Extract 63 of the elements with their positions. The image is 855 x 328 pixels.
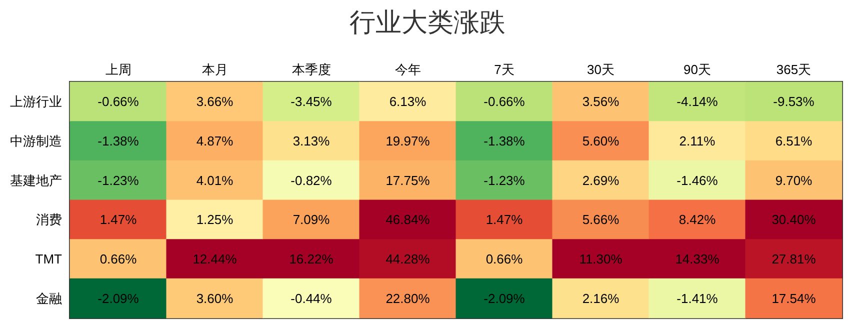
data-label: 1.47%: [486, 212, 524, 228]
data-label: 0.66%: [486, 252, 524, 266]
data-label: 0.66%: [100, 252, 138, 266]
data-label: -1.41%: [676, 290, 718, 306]
data-label: 1.47%: [100, 212, 138, 228]
data-label: 19.97%: [386, 134, 430, 148]
data-label: 4.01%: [196, 172, 234, 188]
x-tick-label: 今年: [394, 62, 421, 77]
data-label: -1.38%: [484, 134, 526, 148]
data-label: -9.53%: [773, 94, 815, 110]
data-label: -1.46%: [676, 172, 718, 188]
data-label: 46.84%: [386, 212, 430, 228]
data-label: 27.81%: [772, 252, 816, 266]
data-label: 8.42%: [678, 212, 716, 228]
data-label: 2.16%: [582, 290, 620, 306]
data-label: -2.09%: [484, 290, 526, 306]
y-tick-label: 上游行业: [10, 94, 62, 110]
data-label: 4.87%: [196, 134, 234, 148]
data-label: 11.30%: [579, 252, 623, 266]
data-label: 3.60%: [196, 290, 234, 306]
x-tick-label: 本季度: [292, 62, 331, 77]
data-label: -1.23%: [484, 172, 526, 188]
data-label: 6.13%: [389, 94, 427, 110]
x-tick-label: 7天: [494, 62, 514, 77]
data-label: 3.56%: [582, 94, 620, 110]
y-tick-label: 基建地产: [10, 172, 62, 188]
x-tick-label: 90天: [684, 62, 711, 77]
data-label: 3.66%: [196, 94, 234, 110]
data-label: 30.40%: [772, 212, 816, 228]
data-label: -0.66%: [98, 94, 140, 110]
data-label: 22.80%: [386, 290, 430, 306]
data-label: -1.23%: [98, 172, 140, 188]
data-label: -2.09%: [98, 290, 140, 306]
data-label: -1.38%: [98, 134, 140, 148]
data-label: 1.25%: [196, 212, 234, 228]
data-label: 16.22%: [289, 252, 334, 266]
data-label: 2.69%: [582, 172, 620, 188]
data-label: 9.70%: [775, 172, 813, 188]
data-label: 5.66%: [582, 212, 620, 228]
chart-title: 行业大类涨跌: [350, 7, 506, 37]
data-label: 17.54%: [772, 290, 816, 306]
x-tick-label: 本月: [202, 62, 228, 77]
data-label: -0.66%: [484, 94, 526, 110]
data-label: -0.82%: [290, 172, 332, 188]
data-label: -4.14%: [676, 94, 718, 110]
x-tick-label: 365天: [776, 62, 812, 77]
y-tick-label: 消费: [36, 212, 62, 228]
y-tick-label: 中游制造: [10, 134, 62, 148]
y-tick-label: 金融: [36, 290, 62, 306]
data-label: 12.44%: [192, 252, 238, 266]
data-label: -3.45%: [290, 94, 332, 110]
data-label: 14.33%: [675, 252, 720, 266]
data-label: 7.09%: [292, 212, 330, 228]
data-label: 44.28%: [386, 252, 430, 266]
data-label: 2.11%: [679, 134, 716, 148]
data-label: 6.51%: [775, 134, 813, 148]
data-label: 17.75%: [386, 172, 430, 188]
x-tick-label: 30天: [587, 62, 614, 77]
x-tick-label: 上周: [105, 62, 132, 77]
data-label: -0.44%: [290, 290, 332, 306]
y-tick-label: TMT: [35, 252, 62, 266]
data-label: 5.60%: [582, 134, 620, 148]
data-label: 3.13%: [292, 134, 330, 148]
